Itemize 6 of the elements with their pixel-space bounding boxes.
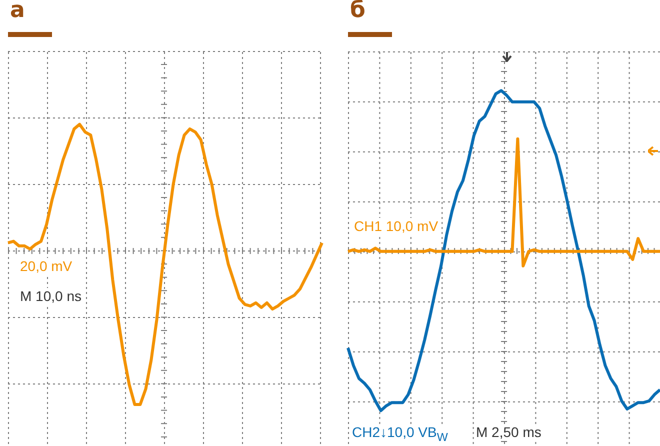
annotation: M 10,0 ns — [20, 288, 82, 304]
text: CH2↓10,0 VB$_{W}$ — [352, 424, 448, 444]
text: M 2,50 ms — [476, 424, 542, 440]
chart-title: а — [10, 0, 25, 23]
annotation: CH1 10,0 mV — [354, 218, 438, 234]
annotation: 20,0 mV — [20, 258, 72, 274]
